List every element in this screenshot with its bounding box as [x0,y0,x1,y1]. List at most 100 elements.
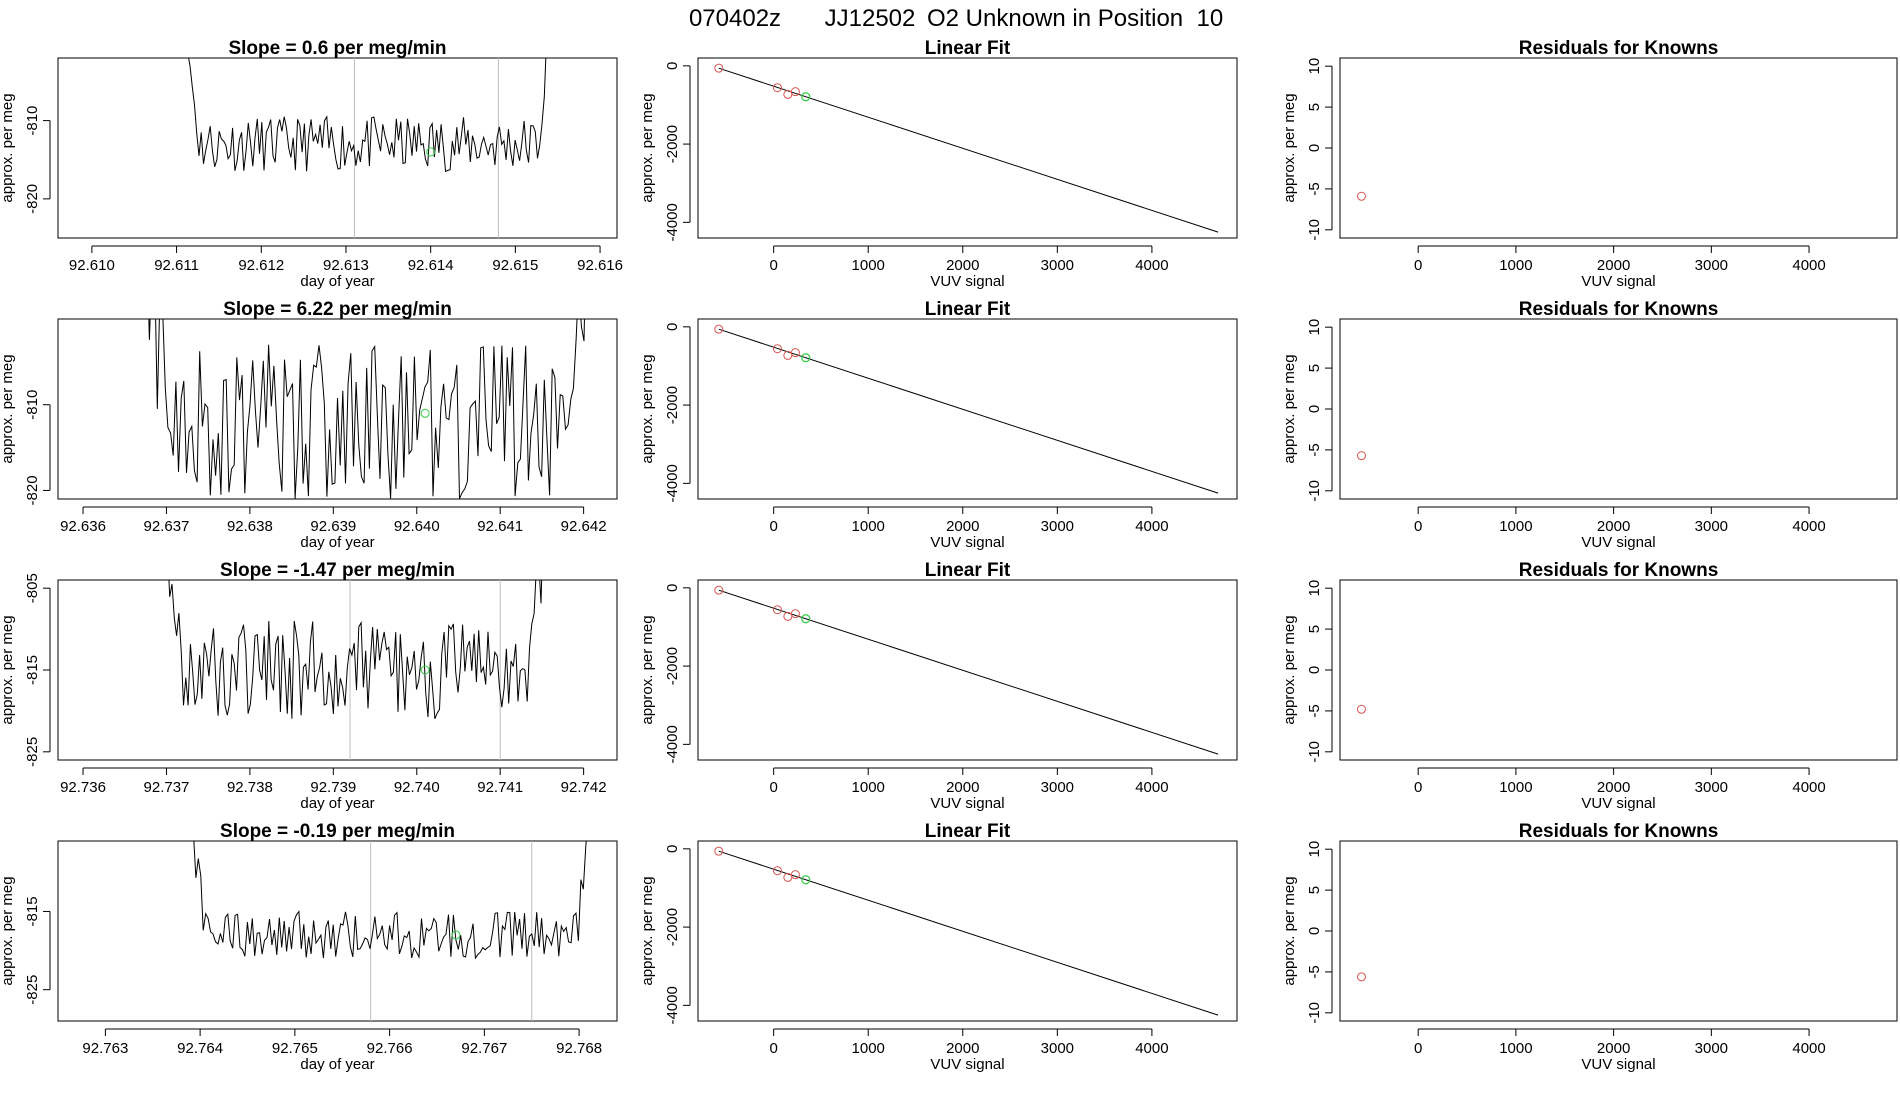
y-tick-label: -10 [1306,1002,1323,1024]
x-axis-label: VUV signal [1581,1056,1655,1073]
y-axis-label: approx. per meg [0,354,16,463]
y-tick-label: -820 [24,184,41,214]
y-tick-label: -4000 [664,725,681,763]
x-axis-label: VUV signal [1581,795,1655,812]
y-tick-label: -825 [24,737,41,767]
panel-time-row3: Slope = -1.47 per meg/min 92.736 92.737 92.… [0,560,618,812]
plot-area [714,846,1219,1016]
x-tick-label: 1000 [1499,779,1532,796]
x-axis-label: VUV signal [930,534,1004,551]
x-tick-label: 0 [769,1040,777,1057]
x-tick-label: 4000 [1135,1040,1168,1057]
panel-title: Slope = 0.6 per meg/min [228,38,446,59]
unknown-point [801,614,811,624]
unknown-point [801,875,811,885]
plot-area [193,841,587,1021]
known-point [1356,972,1366,982]
x-tick-label: 3000 [1695,1040,1728,1057]
x-tick-label: 92.737 [144,779,190,796]
panel-resid-row3: Residuals for Knowns 0 1000 2000 3000 4000 VUV… [1281,560,1898,812]
main-title-code: 070402z [689,5,781,32]
plot-frame [697,318,1238,500]
unknown-point [801,353,811,363]
panel-title: Residuals for Knowns [1519,821,1719,842]
x-tick-label: 92.639 [310,518,356,535]
y-tick-label: 10 [1306,319,1323,336]
x-tick-label: 92.640 [394,518,440,535]
known-point [714,63,724,73]
y-axis-label: approx. per meg [639,354,656,463]
y-tick-label: 10 [1306,841,1323,858]
x-tick-label: 92.766 [367,1040,413,1057]
panel-resid-row2: Residuals for Knowns 0 1000 2000 3000 4000 VUV… [1281,299,1898,551]
plot-area [1356,972,1366,982]
x-tick-label: 1000 [852,257,885,274]
known-point [783,350,793,360]
x-tick-label: 4000 [1792,779,1825,796]
y-tick-label: 0 [664,62,681,70]
fit-line [718,850,1219,1016]
x-tick-label: 0 [1414,518,1422,535]
known-point [790,609,800,619]
panel-title: Linear Fit [925,299,1011,320]
x-tick-label: 92.611 [154,257,199,274]
x-tick-label: 92.642 [561,518,607,535]
y-tick-label: 10 [1306,58,1323,75]
x-tick-label: 1000 [852,1040,885,1057]
y-tick-label: 0 [664,845,681,853]
fit-line [718,328,1219,494]
plot-frame [1339,840,1898,1022]
x-axis-label: VUV signal [930,795,1004,812]
y-tick-label: -10 [1306,219,1323,241]
panel-time-row4: Slope = -0.19 per meg/min 92.763 92.764 92.… [0,821,618,1073]
plot-area [1356,191,1366,201]
x-tick-label: 4000 [1792,518,1825,535]
x-tick-label: 3000 [1695,518,1728,535]
x-tick-label: 2000 [946,1040,979,1057]
panel-time-row2: Slope = 6.22 per meg/min 92.636 92.637 92.6… [0,299,618,551]
plot-frame [697,57,1238,239]
known-point [783,872,793,882]
known-point [1356,191,1366,201]
panel-title: Residuals for Knowns [1519,38,1719,59]
panel-title: Linear Fit [925,38,1011,59]
plot-area [148,319,585,499]
plot-frame [57,57,618,239]
x-axis-label: VUV signal [930,273,1004,290]
y-tick-label: 0 [664,323,681,331]
panel-fit-row3: Linear Fit 0 1000 2000 3000 4000 VUV signal 0 -2… [639,560,1238,812]
plot-frame [57,318,618,500]
x-tick-label: 92.641 [477,518,523,535]
y-tick-label: -810 [24,390,41,420]
x-tick-label: 92.741 [477,779,523,796]
plot-area [1356,704,1366,714]
x-tick-label: 92.612 [238,257,284,274]
known-point [790,87,800,97]
x-tick-label: 92.764 [177,1040,223,1057]
plot-frame [1339,318,1898,500]
fit-line [718,589,1219,755]
x-axis-label: day of year [300,534,374,551]
panel-title: Slope = 6.22 per meg/min [223,299,452,320]
y-tick-label: 0 [1306,927,1323,935]
x-tick-label: 4000 [1792,257,1825,274]
x-tick-label: 2000 [1597,779,1630,796]
known-point [772,605,782,615]
x-tick-label: 0 [1414,257,1422,274]
plot-area [168,580,543,760]
known-point [714,846,724,856]
main-title-tank: JJ12502 [825,5,916,32]
y-tick-label: 5 [1306,625,1323,633]
x-tick-label: 2000 [1597,257,1630,274]
x-tick-label: 4000 [1135,779,1168,796]
x-tick-label: 1000 [1499,1040,1532,1057]
y-tick-label: -810 [24,106,41,136]
panel-title: Slope = -0.19 per meg/min [220,821,455,842]
x-tick-label: 2000 [946,518,979,535]
y-tick-label: 0 [1306,405,1323,413]
y-tick-label: -10 [1306,741,1323,763]
y-tick-label: -2000 [664,125,681,163]
y-tick-label: -4000 [664,203,681,241]
known-point [1356,704,1366,714]
